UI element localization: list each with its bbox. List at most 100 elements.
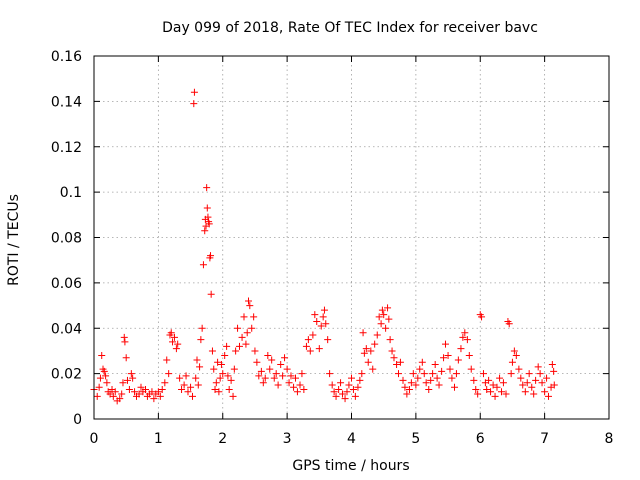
data-point: [225, 386, 233, 394]
data-point: [382, 324, 390, 332]
data-point: [459, 333, 467, 341]
data-point: [255, 372, 263, 380]
data-point: [242, 340, 250, 348]
y-tick-labels: 0 0.02 0.04 0.06 0.08 0.1 0.12 0.14 0.16: [51, 49, 82, 428]
data-point: [205, 220, 213, 228]
data-point: [330, 388, 338, 396]
x-axis-label: GPS time / hours: [292, 458, 409, 474]
data-point: [489, 381, 497, 389]
data-point: [422, 379, 430, 387]
data-point: [386, 336, 394, 344]
data-point: [167, 329, 175, 337]
data-point: [393, 361, 401, 369]
data-point: [180, 381, 188, 389]
data-point: [96, 374, 104, 382]
data-point: [523, 379, 531, 387]
data-point: [116, 395, 124, 403]
data-point: [309, 331, 317, 339]
data-point: [277, 361, 285, 369]
data-point: [103, 379, 111, 387]
data-point: [536, 370, 544, 378]
data-point: [541, 388, 549, 396]
data-point: [201, 227, 209, 235]
data-point: [508, 358, 516, 366]
data-point: [403, 390, 411, 398]
data-point: [187, 383, 195, 391]
data-point: [296, 381, 304, 389]
data-point: [178, 386, 186, 394]
data-point: [194, 381, 202, 389]
data-point: [210, 365, 218, 373]
data-point: [95, 383, 103, 391]
data-point: [232, 347, 240, 355]
y-tick-label: 0.02: [51, 367, 82, 383]
x-tick-labels: 0 1 2 3 4 5 6 7 8: [90, 431, 614, 447]
data-point: [315, 345, 323, 353]
data-point: [348, 374, 355, 382]
data-point: [341, 395, 349, 403]
data-point: [324, 336, 332, 344]
data-point: [257, 367, 265, 375]
x-tick-label: 5: [411, 431, 420, 447]
data-point: [358, 370, 366, 378]
data-point: [131, 388, 139, 396]
data-point: [234, 324, 242, 332]
data-point: [474, 390, 482, 398]
data-point: [510, 347, 518, 355]
data-point: [197, 336, 205, 344]
y-tick-label: 0.12: [51, 140, 82, 156]
data-point: [463, 336, 471, 344]
data-point: [371, 340, 379, 348]
data-point: [272, 370, 280, 378]
data-point: [441, 340, 449, 348]
data-point: [525, 370, 533, 378]
data-point: [512, 351, 520, 359]
data-point: [465, 351, 473, 359]
data-point: [302, 342, 310, 350]
y-tick-label: 0.1: [60, 185, 82, 201]
data-point: [246, 302, 254, 310]
data-point: [120, 333, 128, 341]
data-point: [129, 374, 137, 382]
data-point: [109, 392, 117, 400]
data-point: [198, 324, 206, 332]
data-point: [221, 351, 229, 359]
data-point: [207, 252, 215, 260]
data-point: [534, 363, 542, 371]
data-point: [240, 313, 248, 321]
data-point: [530, 390, 538, 398]
data-point: [412, 381, 420, 389]
data-point: [230, 365, 238, 373]
data-point: [270, 374, 278, 382]
data-point: [378, 306, 386, 314]
data-point: [203, 184, 211, 192]
data-point: [538, 379, 546, 387]
y-axis-label: ROTI / TECUs: [6, 194, 22, 286]
data-point: [444, 351, 452, 359]
data-point: [248, 324, 256, 332]
data-point: [349, 386, 357, 394]
data-point: [470, 376, 478, 384]
data-point: [420, 370, 428, 378]
data-point: [369, 365, 377, 373]
data-point: [497, 388, 505, 396]
data-point: [385, 315, 393, 323]
data-point: [320, 306, 328, 314]
data-point: [435, 381, 443, 389]
data-point: [457, 345, 465, 353]
data-point: [306, 347, 314, 355]
data-point: [338, 390, 346, 398]
data-point: [335, 386, 343, 394]
data-point: [543, 374, 551, 382]
data-point: [519, 381, 527, 389]
data-point: [212, 379, 220, 387]
data-point: [414, 374, 422, 382]
grid: [94, 56, 609, 419]
data-point: [193, 356, 201, 364]
x-tick-label: 6: [476, 431, 485, 447]
data-point: [359, 329, 367, 337]
data-point: [351, 392, 359, 400]
x-tick-label: 2: [218, 431, 227, 447]
data-point: [394, 370, 402, 378]
